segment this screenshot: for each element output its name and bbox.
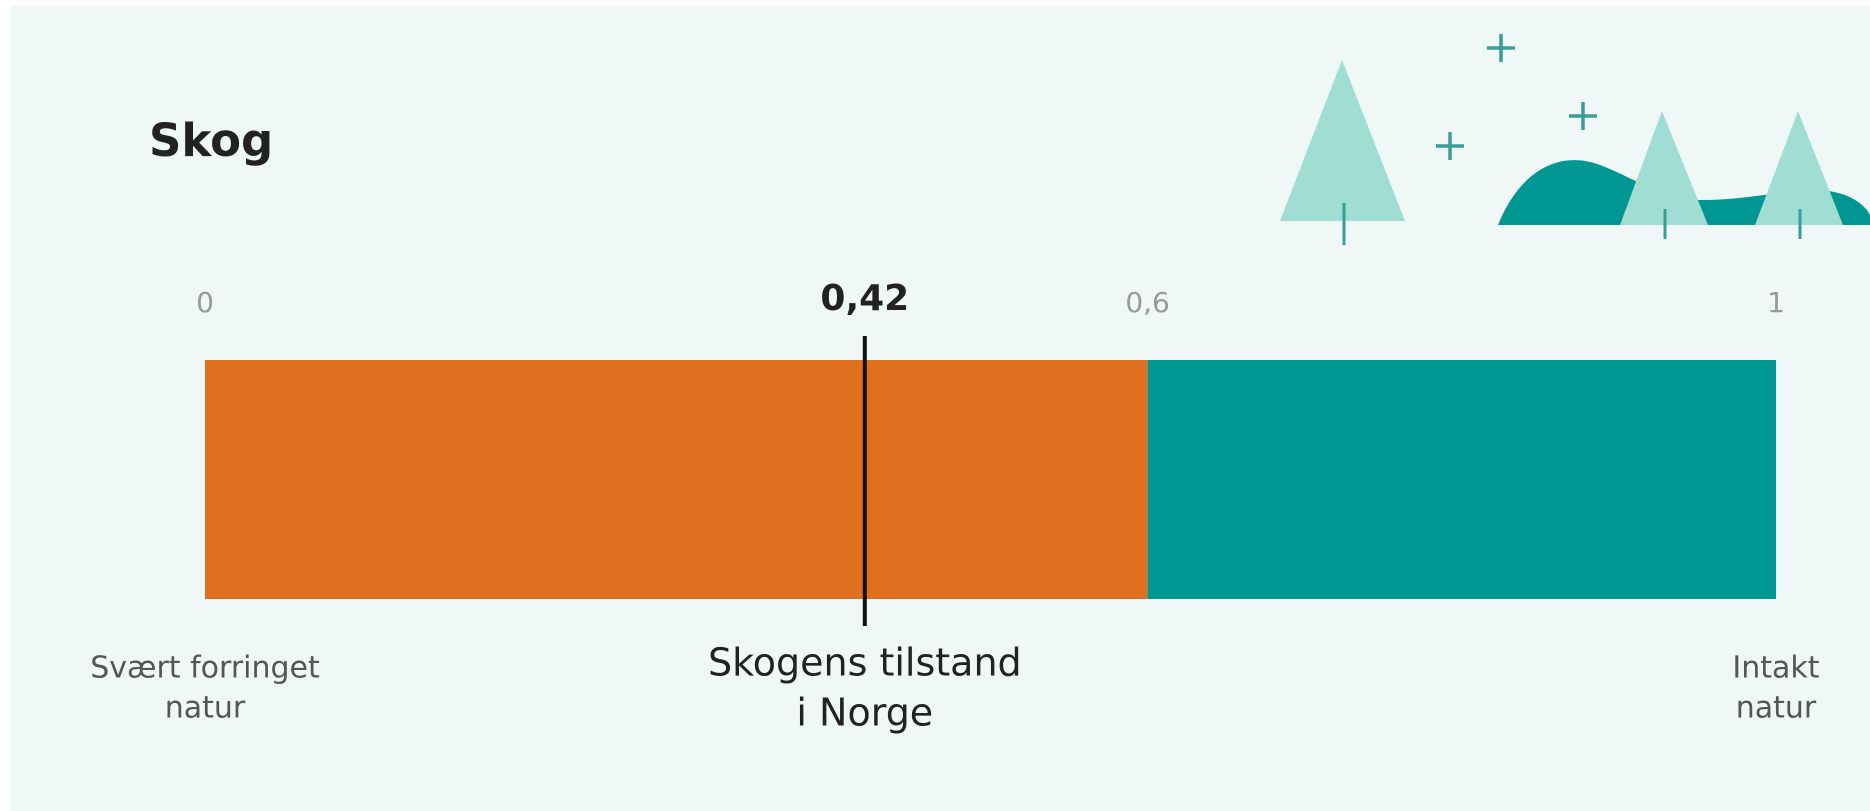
tree xyxy=(1620,111,1708,225)
tree xyxy=(1755,111,1843,225)
decoration xyxy=(1280,34,1870,245)
tree xyxy=(1280,60,1405,221)
min-label: Svært forringet xyxy=(90,651,320,686)
band xyxy=(205,360,1148,599)
x-tick-label: 1 xyxy=(1767,286,1785,319)
max-label: natur xyxy=(1736,691,1817,726)
x-tick-label: 0 xyxy=(196,286,214,319)
marker-label: i Norge xyxy=(796,691,933,735)
chart-title: Skog xyxy=(149,114,273,167)
x-tick-label: 0,6 xyxy=(1125,286,1170,319)
min-label: natur xyxy=(165,691,246,726)
max-label: Intakt xyxy=(1732,651,1819,686)
marker-label: Skogens tilstand xyxy=(708,641,1022,685)
marker-value-label: 0,42 xyxy=(820,278,909,319)
band xyxy=(1147,360,1776,599)
sparkles xyxy=(1436,34,1597,160)
